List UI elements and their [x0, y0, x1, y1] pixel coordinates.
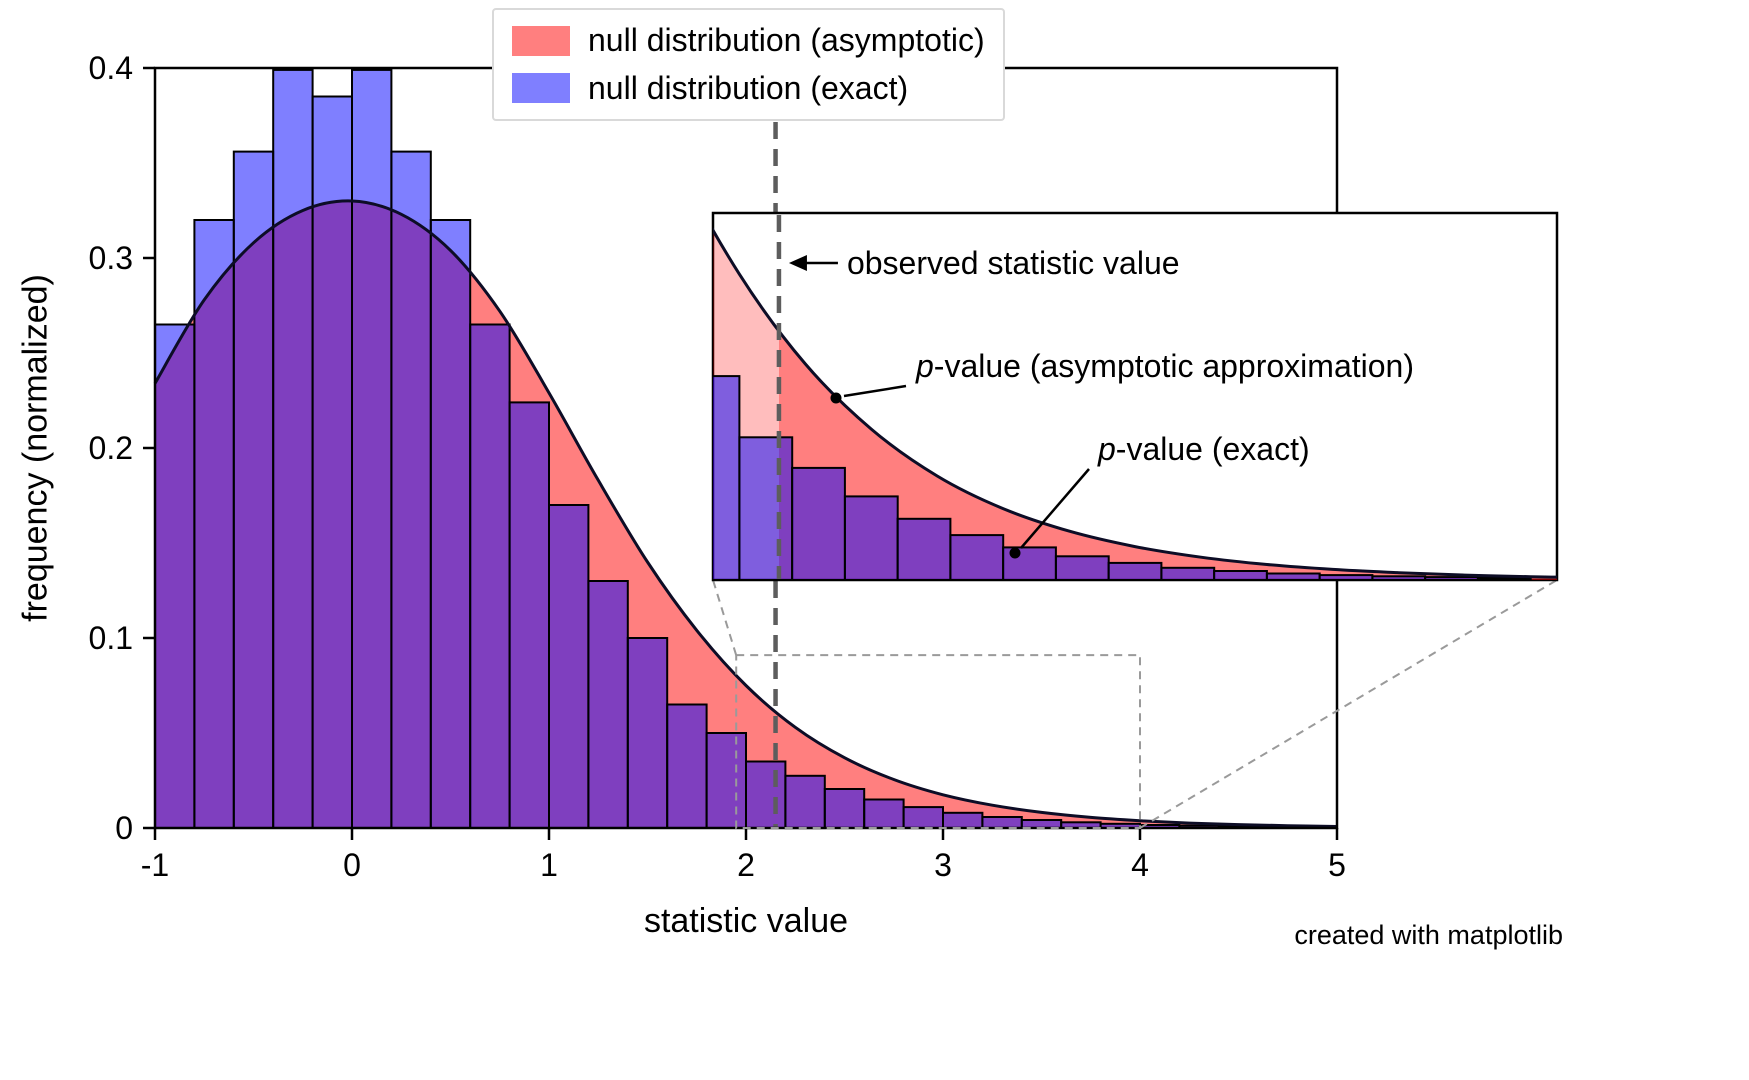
legend-swatch-asymptotic-icon	[512, 25, 570, 56]
inset-histogram-bar	[1476, 577, 1532, 580]
inset-histogram-bar	[791, 466, 846, 580]
inset-histogram-bar	[1213, 570, 1268, 580]
p-asymptotic-marker-icon	[830, 392, 842, 404]
legend-item-exact: null distribution (exact)	[512, 68, 985, 110]
inset-histogram-bar	[1424, 576, 1479, 580]
zoom-connector-left	[712, 579, 738, 656]
histogram-bar	[942, 811, 984, 829]
x-tick-label: 1	[540, 847, 558, 883]
inset-histogram-bar	[1054, 555, 1110, 580]
y-axis-label: frequency (normalized)	[16, 274, 55, 622]
histogram-bar	[232, 150, 275, 830]
histogram-bar	[351, 68, 393, 829]
y-tick-label: 0.1	[89, 620, 133, 656]
x-tick-label: 2	[737, 847, 755, 883]
y-tick-label: 0.2	[89, 430, 133, 466]
histogram-bar	[705, 732, 747, 829]
zoom-connector-right	[1139, 579, 1558, 829]
legend-swatch-exact-icon	[512, 73, 570, 104]
legend-item-asymptotic: null distribution (asymptotic)	[512, 20, 985, 62]
histogram-bar	[863, 798, 905, 829]
inset-histogram-bar	[713, 375, 741, 580]
inset-pdf-curve	[713, 227, 1557, 579]
histogram-bar	[154, 323, 196, 829]
watermark-text: created with matplotlib	[1294, 920, 1563, 950]
inset-histogram-bar	[896, 517, 952, 580]
histogram-bar	[272, 68, 314, 829]
histogram-bar	[548, 504, 590, 829]
observed-arrowhead-icon	[788, 255, 807, 271]
x-tick-label: -1	[141, 847, 169, 883]
inset-histogram-bar	[1160, 566, 1216, 580]
inset-histogram-bar	[843, 495, 899, 580]
inset-histogram-bar	[1371, 575, 1427, 580]
legend-label-exact: null distribution (exact)	[588, 69, 909, 106]
legend-box: null distribution (asymptotic) null dist…	[492, 8, 1005, 122]
histogram-bar	[626, 637, 669, 829]
inset-histogram	[634, 315, 1532, 580]
histogram-bar	[981, 816, 1023, 829]
x-tick-label: 0	[343, 847, 361, 883]
inset-histogram-bar	[1107, 561, 1163, 580]
annotation-p-value-asymptotic: p-value (asymptotic approximation)	[915, 348, 1414, 384]
histogram-bar	[823, 788, 866, 829]
histogram-bar	[902, 806, 944, 829]
annotation-p-value-exact: p-value (exact)	[1097, 431, 1310, 467]
histogram-bar	[508, 401, 551, 829]
histogram-bar	[745, 760, 787, 829]
inset-histogram-bar	[1265, 572, 1321, 580]
inset-histogram-bar	[1318, 574, 1374, 580]
p-exact-marker-icon	[1009, 547, 1021, 559]
p-exact-leader-line	[1020, 468, 1090, 549]
histogram-bar	[390, 150, 432, 830]
inset-histogram-bar	[634, 315, 687, 580]
y-tick-label: 0.3	[89, 240, 133, 276]
zoom-indicator-rect	[735, 654, 1141, 829]
histogram-bar	[193, 219, 235, 829]
histogram-bar	[587, 580, 629, 829]
x-tick-label: 5	[1328, 847, 1346, 883]
x-tick-label: 3	[934, 847, 952, 883]
inset-histogram-bar	[738, 436, 794, 580]
histogram-bar	[784, 774, 826, 830]
y-tick-label: 0	[115, 810, 133, 846]
histogram-bar	[469, 323, 511, 829]
asymptotic-pdf-curve	[153, 199, 1338, 828]
inset-pvalue-asymptotic-area	[778, 331, 1557, 580]
histogram-bar	[429, 219, 472, 829]
annotation-observed-statistic: observed statistic value	[847, 245, 1180, 281]
exact-null-histogram	[154, 68, 1338, 830]
x-axis-label: statistic value	[643, 902, 849, 940]
inset-histogram-bar	[949, 534, 1005, 580]
legend-label-asymptotic: null distribution (asymptotic)	[588, 22, 985, 58]
p-asymptotic-leader-line	[843, 384, 907, 398]
y-tick-label: 0.4	[89, 50, 133, 86]
histogram-bar	[666, 703, 708, 829]
x-tick-label: 4	[1131, 847, 1149, 883]
